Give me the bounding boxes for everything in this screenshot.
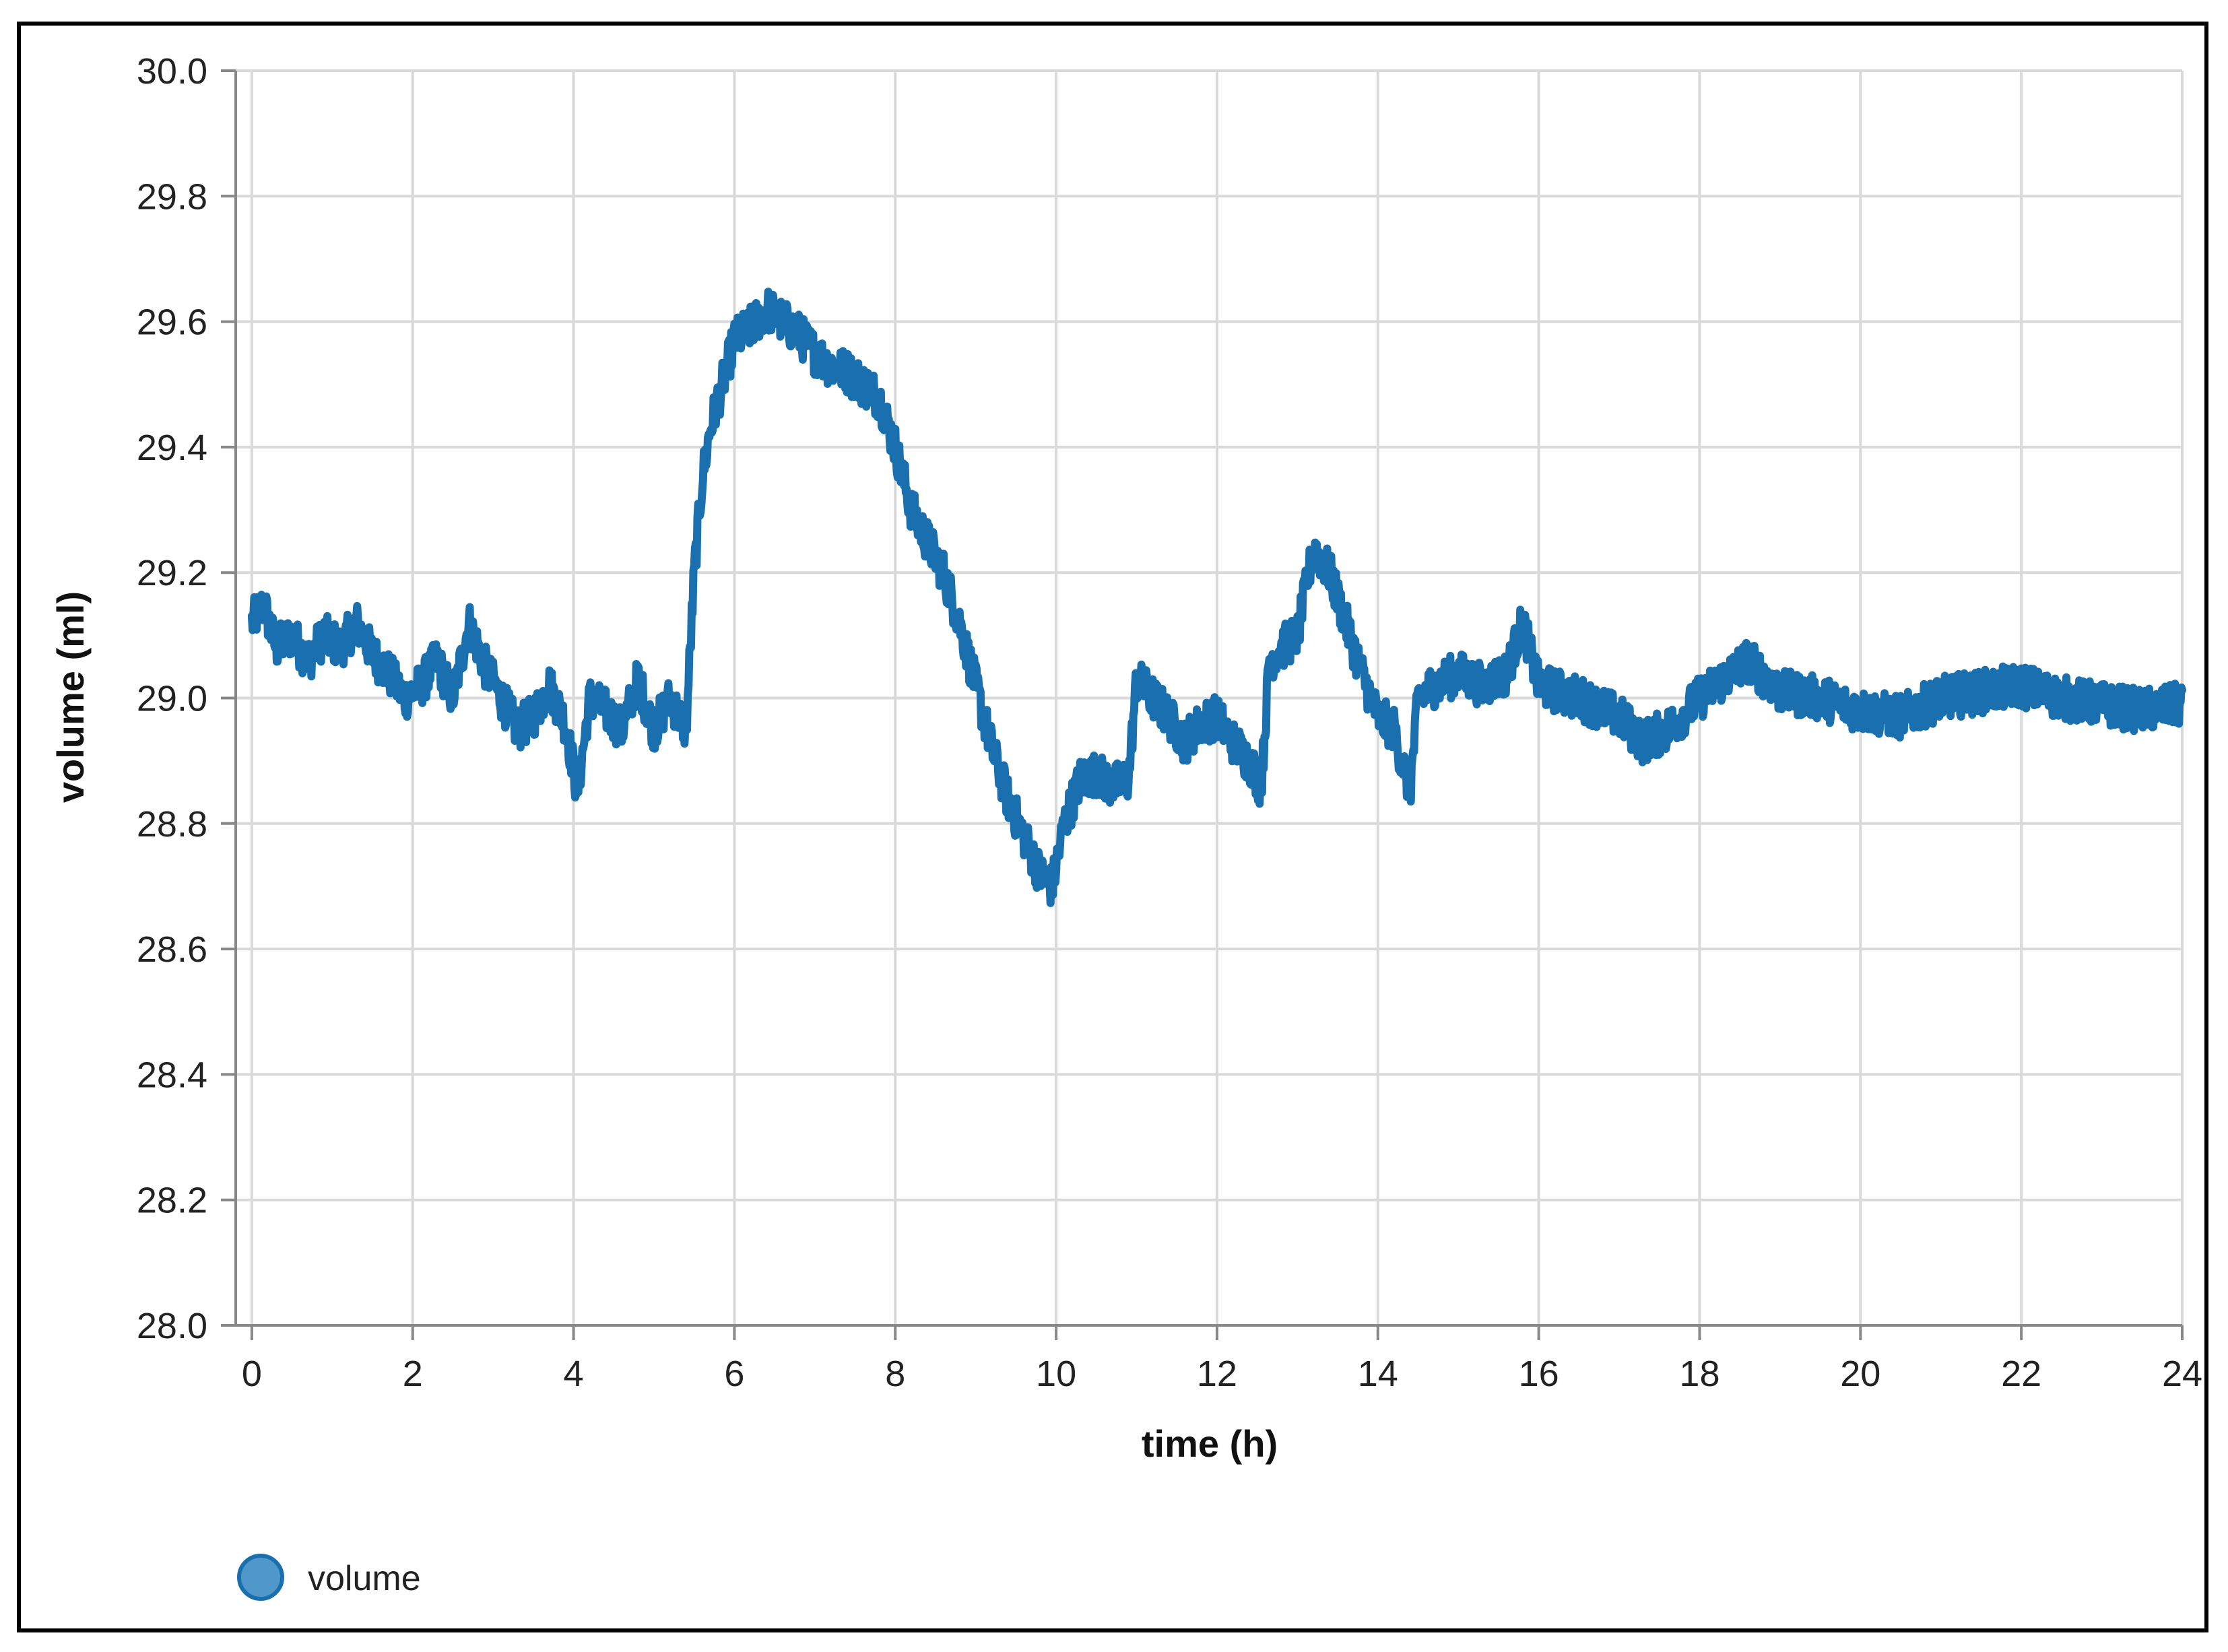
y-tick-label: 29.0 — [137, 679, 207, 719]
legend-marker-volume — [237, 1554, 284, 1601]
chart-frame — [17, 22, 2208, 1632]
x-tick-label: 10 — [1036, 1354, 1076, 1394]
y-tick-label: 28.8 — [137, 804, 207, 845]
y-axis-title: volume (ml) — [49, 591, 92, 803]
x-tick-label: 22 — [2001, 1354, 2041, 1394]
axes — [221, 69, 2184, 1340]
x-tick-label: 24 — [2162, 1354, 2202, 1394]
y-tick-label: 30.0 — [137, 51, 207, 92]
y-tick-label: 29.2 — [137, 553, 207, 593]
x-tick-label: 8 — [885, 1354, 905, 1394]
x-tick-label: 2 — [403, 1354, 423, 1394]
y-tick-label: 29.4 — [137, 428, 207, 468]
tick-labels: 0 2 4 6 8 10 12 14 16 18 20 22 2428.028.228.428.628.… — [137, 51, 2202, 1394]
series-layer — [247, 288, 2186, 907]
legend-label-volume: volume — [308, 1559, 421, 1598]
legend: volume — [237, 1554, 421, 1601]
x-tick-label: 20 — [1840, 1354, 1880, 1394]
x-tick-label: 0 — [242, 1354, 262, 1394]
y-tick-label: 28.2 — [137, 1181, 207, 1221]
y-tick-label: 29.6 — [137, 302, 207, 343]
x-axis-title: time (h) — [1142, 1422, 1278, 1465]
y-tick-label: 28.0 — [137, 1306, 207, 1346]
x-tick-label: 18 — [1679, 1354, 1719, 1394]
series-line-volume — [247, 288, 2186, 907]
y-tick-label: 29.8 — [137, 176, 207, 217]
x-tick-label: 12 — [1197, 1354, 1237, 1394]
x-tick-label: 14 — [1358, 1354, 1398, 1394]
y-tick-label: 28.4 — [137, 1055, 207, 1095]
x-tick-label: 16 — [1519, 1354, 1559, 1394]
x-tick-label: 4 — [564, 1354, 584, 1394]
y-tick-label: 28.6 — [137, 929, 207, 970]
x-tick-label: 6 — [724, 1354, 744, 1394]
